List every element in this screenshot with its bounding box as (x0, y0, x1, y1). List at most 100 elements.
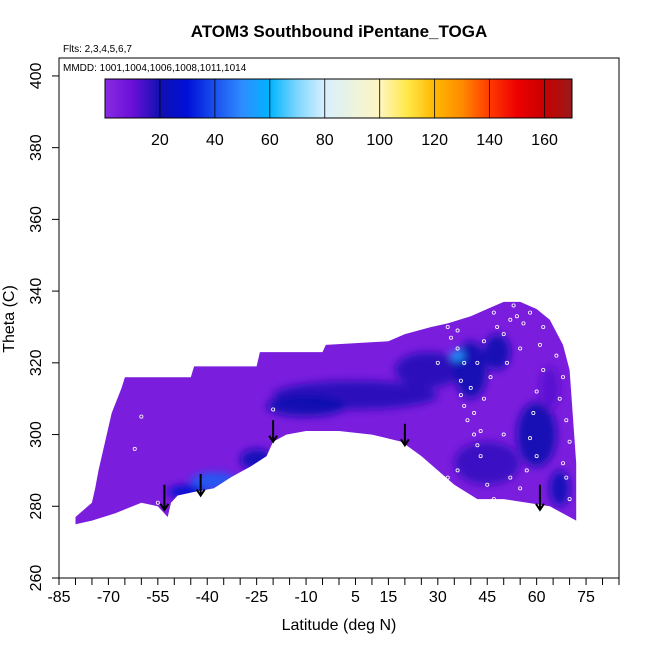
y-tick-label: 320 (28, 349, 45, 376)
colorbar-strip (104, 78, 573, 119)
sample-point (478, 428, 483, 433)
sample-point (462, 403, 467, 408)
sample-points (132, 303, 572, 516)
field-blob (549, 470, 570, 507)
x-tick-label: 60 (528, 589, 546, 606)
sample-point (561, 375, 566, 380)
sample-point (132, 446, 137, 451)
sample-point (564, 475, 569, 480)
y-tick-label: 260 (28, 565, 45, 592)
sample-point (445, 475, 450, 480)
y-tick-label: 360 (28, 206, 45, 233)
arrows (159, 420, 545, 512)
x-tick-label: 5 (351, 589, 360, 606)
sample-point (528, 310, 533, 315)
sample-point (455, 328, 460, 333)
y-tick-label: 300 (28, 421, 45, 448)
colorbar-tick-label: 20 (151, 132, 169, 149)
colorbar-tick-label: 80 (316, 132, 334, 149)
sample-point (514, 314, 519, 319)
sample-point (534, 389, 539, 394)
axes: 260 280 300 320 340 360 380 400 -85 -70 -55 -40 -25 -… (28, 62, 620, 606)
sample-point (472, 411, 477, 416)
sample-point (501, 432, 506, 437)
x-tick-label: -70 (97, 589, 120, 606)
field-blob (395, 352, 461, 388)
sample-point (521, 321, 526, 326)
sample-point (465, 418, 470, 423)
sample-point (547, 511, 552, 516)
down-arrow-head (159, 503, 170, 512)
sample-point (511, 303, 516, 308)
x-tick-label: 15 (380, 589, 398, 606)
down-arrow-head (195, 488, 206, 498)
flights-note: Flts: 2,3,4,5,6,7 (63, 44, 132, 55)
sample-point (455, 468, 460, 473)
field-features (167, 334, 570, 507)
down-arrow-head (400, 438, 410, 448)
y-tick-label: 280 (28, 493, 45, 520)
field-blob (454, 341, 488, 399)
field-blob (266, 395, 346, 417)
x-axis-label: Latitude (deg N) (282, 617, 397, 634)
y-axis-label: Theta (C) (1, 285, 18, 353)
sample-point (528, 436, 533, 441)
sample-point (458, 378, 463, 383)
sample-point (481, 339, 486, 344)
field-blob (240, 448, 274, 471)
down-arrow (535, 484, 545, 512)
x-tick-label: 30 (429, 589, 447, 606)
down-arrow (195, 474, 206, 498)
down-arrow-head (268, 435, 278, 444)
colorbar-tick-label: 60 (261, 132, 279, 149)
down-arrow-head (535, 503, 545, 512)
colorbar-tick-label: 140 (476, 132, 503, 149)
sample-point (271, 407, 276, 412)
sample-point (475, 360, 480, 365)
sample-point (518, 346, 523, 351)
sample-point (448, 335, 453, 340)
x-tick-label: 45 (478, 589, 496, 606)
colorbar-tick-label: 100 (366, 132, 393, 149)
sample-point (488, 375, 493, 380)
y-tick-label: 340 (28, 278, 45, 305)
sample-point (481, 396, 486, 401)
sample-point (468, 385, 473, 390)
sample-point (478, 454, 483, 459)
data-field (75, 301, 577, 525)
sample-point (435, 360, 440, 365)
down-arrow (159, 484, 170, 512)
y-tick-label: 400 (28, 62, 45, 89)
sample-point (508, 475, 513, 480)
sample-point (567, 497, 572, 502)
sample-point (491, 497, 496, 502)
y-tick-label: 380 (28, 134, 45, 161)
field-blob (516, 402, 557, 467)
field-blob (451, 350, 465, 362)
x-tick-label: -10 (294, 589, 317, 606)
chart-title: ATOM3 Southbound iPentane_TOGA (191, 22, 488, 41)
sample-point (472, 432, 477, 437)
sample-point (524, 468, 529, 473)
down-arrow (268, 420, 278, 444)
x-tick-label: 75 (577, 589, 595, 606)
field-blob (539, 366, 560, 410)
sample-point (501, 332, 506, 337)
down-arrow (400, 423, 410, 448)
sample-point (518, 486, 523, 491)
sample-point (445, 324, 450, 329)
sample-point (458, 393, 463, 398)
field-blob (483, 334, 511, 370)
sample-point (139, 414, 144, 419)
sample-point (564, 418, 569, 423)
colorbar-tick-label: 160 (531, 132, 558, 149)
x-tick-label: -85 (47, 589, 70, 606)
colorbar: 20 40 60 80 100 120 140 160 (104, 78, 573, 149)
sample-point (537, 342, 542, 347)
sample-point (485, 482, 490, 487)
sample-point (541, 324, 546, 329)
sample-point (462, 360, 467, 365)
sample-point (531, 411, 536, 416)
sample-point (561, 461, 566, 466)
